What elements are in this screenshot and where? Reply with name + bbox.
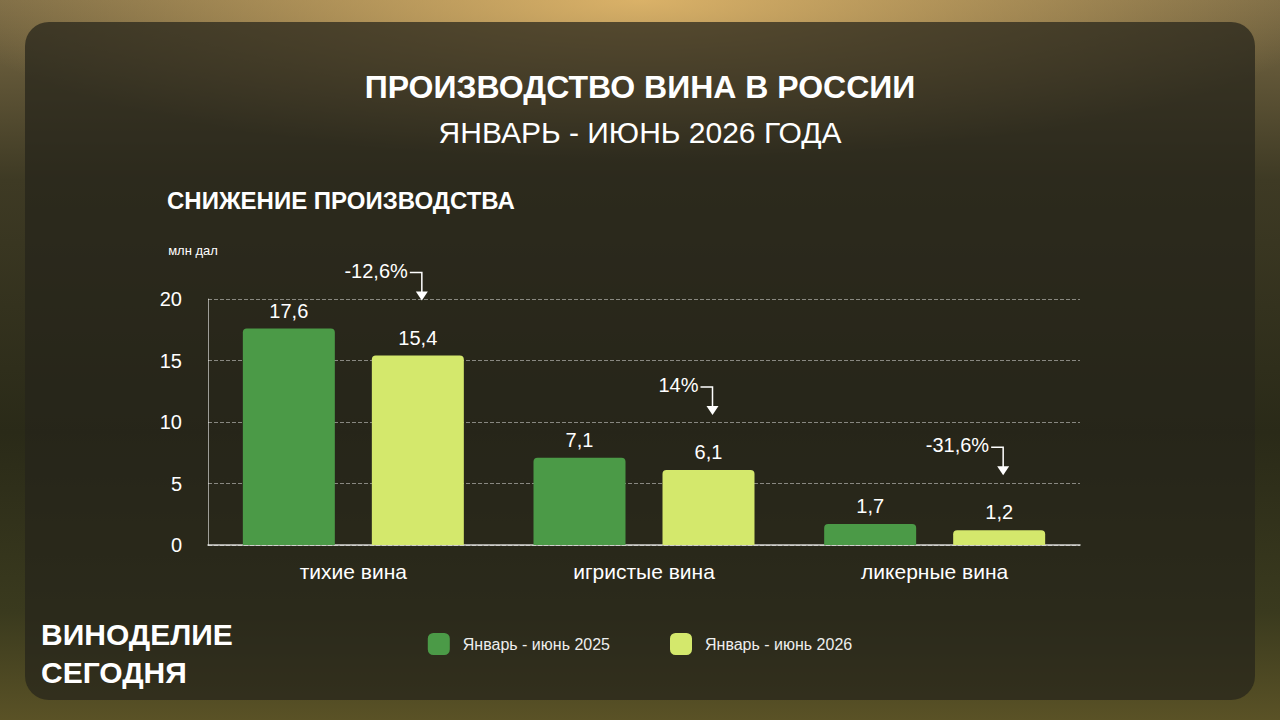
svg-text:ПРОИЗВОДСТВО ВИНА В РОССИИ: ПРОИЗВОДСТВО ВИНА В РОССИИ — [365, 69, 916, 105]
svg-text:тихие вина: тихие вина — [300, 560, 408, 583]
svg-text:15: 15 — [160, 350, 182, 372]
svg-text:-31,6%: -31,6% — [926, 434, 990, 456]
svg-text:0: 0 — [171, 534, 182, 556]
svg-text:20: 20 — [160, 288, 182, 310]
svg-text:15,4: 15,4 — [398, 327, 437, 349]
svg-text:Январь - июнь 2026: Январь - июнь 2026 — [705, 636, 852, 653]
svg-text:14%: 14% — [658, 374, 698, 396]
svg-text:ликерные вина: ликерные вина — [861, 560, 1008, 583]
svg-text:ВИНОДЕЛИЕ: ВИНОДЕЛИЕ — [41, 618, 233, 651]
svg-text:Январь - июнь 2025: Январь - июнь 2025 — [463, 636, 610, 653]
svg-text:млн дал: млн дал — [168, 243, 218, 258]
svg-text:7,1: 7,1 — [566, 429, 594, 451]
svg-text:17,6: 17,6 — [269, 300, 308, 322]
svg-text:ЯНВАРЬ - ИЮНЬ 2026 ГОДА: ЯНВАРЬ - ИЮНЬ 2026 ГОДА — [439, 116, 842, 149]
svg-text:1,7: 1,7 — [856, 495, 884, 517]
svg-text:10: 10 — [160, 411, 182, 433]
svg-text:5: 5 — [171, 473, 182, 495]
svg-text:игристые вина: игристые вина — [573, 560, 715, 583]
svg-text:СЕГОДНЯ: СЕГОДНЯ — [41, 656, 187, 689]
svg-text:-12,6%: -12,6% — [344, 260, 408, 282]
svg-text:6,1: 6,1 — [695, 441, 723, 463]
svg-text:1,2: 1,2 — [985, 501, 1013, 523]
svg-text:СНИЖЕНИЕ ПРОИЗВОДСТВА: СНИЖЕНИЕ ПРОИЗВОДСТВА — [167, 187, 515, 214]
